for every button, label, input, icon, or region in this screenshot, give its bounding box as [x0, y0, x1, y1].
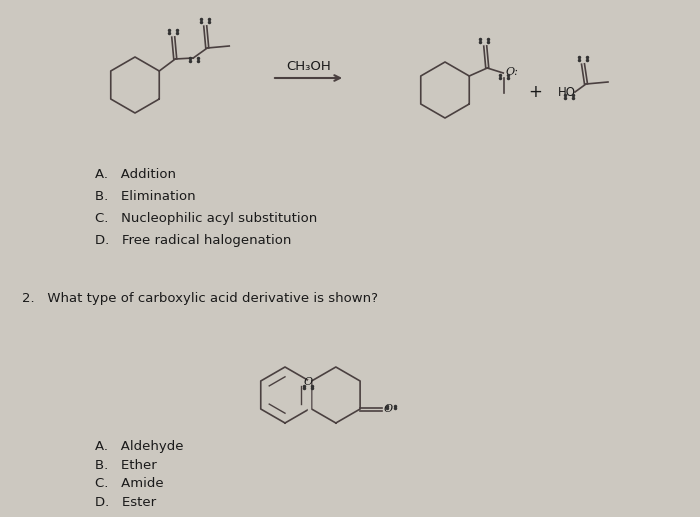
Text: O:: O: [505, 67, 519, 77]
Text: 2.   What type of carboxylic acid derivative is shown?: 2. What type of carboxylic acid derivati… [22, 292, 378, 305]
Text: HO: HO [558, 85, 576, 99]
Text: C.   Nucleophilic acyl substitution: C. Nucleophilic acyl substitution [95, 212, 317, 225]
Text: C.   Amide: C. Amide [95, 477, 164, 490]
Text: A.   Aldehyde: A. Aldehyde [95, 440, 183, 453]
Text: CH₃OH: CH₃OH [286, 59, 331, 72]
Text: O: O [304, 377, 313, 387]
Text: B.   Elimination: B. Elimination [95, 190, 195, 203]
Text: D.   Ester: D. Ester [95, 495, 156, 509]
Text: A.   Addition: A. Addition [95, 168, 176, 181]
Text: +: + [528, 83, 542, 101]
Text: B.   Ether: B. Ether [95, 459, 157, 472]
Text: D.   Free radical halogenation: D. Free radical halogenation [95, 234, 291, 247]
Text: O: O [383, 404, 392, 414]
